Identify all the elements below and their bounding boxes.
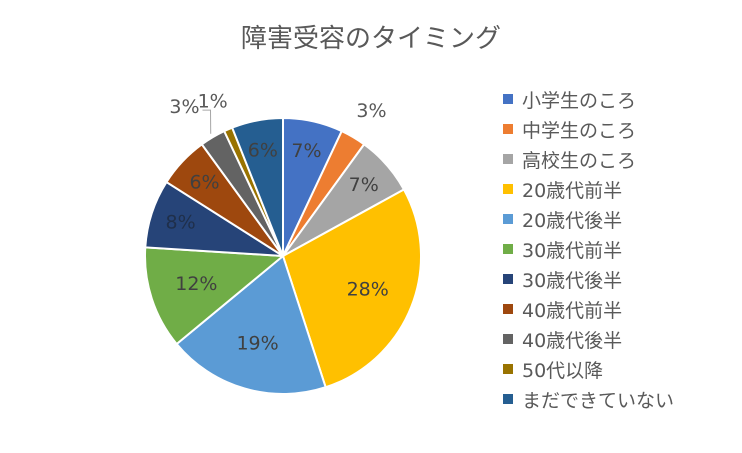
legend-label: 20歳代後半 [522, 209, 623, 232]
legend-swatch [503, 184, 513, 194]
legend: 小学生のころ 中学生のころ 高校生のころ 20歳代前半 20歳代後半 30歳代前半 30歳代… [503, 84, 674, 414]
legend-item: 40歳代前半 [503, 294, 674, 324]
chart-title: 障害受容のタイミング [240, 24, 501, 54]
legend-item: 30歳代後半 [503, 264, 674, 294]
data-label: 12% [175, 273, 217, 295]
legend-label: 40歳代後半 [522, 329, 623, 352]
legend-item: 高校生のころ [503, 144, 674, 174]
leader-line [202, 109, 212, 134]
legend-swatch [503, 124, 513, 134]
pie-slice [175, 254, 327, 395]
legend-item: 30歳代前半 [503, 234, 674, 264]
data-label: 8% [166, 212, 196, 234]
legend-label: 30歳代後半 [522, 269, 623, 292]
pie-slice [230, 116, 284, 257]
data-label: 28% [347, 279, 389, 301]
legend-label: 中学生のころ [522, 119, 637, 142]
data-label: 3% [356, 100, 386, 122]
legend-label: 30歳代前半 [522, 239, 623, 262]
data-label: 7% [291, 140, 321, 162]
legend-label: 40歳代前半 [522, 299, 623, 322]
legend-swatch [503, 394, 513, 404]
legend-label: まだできていない [522, 389, 675, 412]
legend-swatch [503, 274, 513, 284]
legend-item: 20歳代前半 [503, 174, 674, 204]
legend-swatch [503, 334, 513, 344]
legend-item: 50代以降 [503, 354, 674, 384]
data-label: 1% [198, 90, 228, 112]
pie-slice [281, 188, 422, 389]
data-label: 6% [189, 171, 219, 193]
legend-swatch [503, 214, 513, 224]
legend-swatch [503, 244, 513, 254]
data-label: 6% [248, 139, 278, 161]
pie-slice [144, 246, 286, 346]
legend-item: 40歳代後半 [503, 324, 674, 354]
legend-swatch [503, 364, 513, 374]
legend-swatch [503, 154, 513, 164]
legend-item: 中学生のころ [503, 114, 674, 144]
legend-item: 20歳代後半 [503, 204, 674, 234]
legend-item: 小学生のころ [503, 84, 674, 114]
legend-label: 20歳代前半 [522, 179, 623, 202]
data-label: 19% [236, 332, 278, 354]
data-label: 7% [349, 174, 379, 196]
legend-item: まだできていない [503, 384, 674, 414]
legend-swatch [503, 94, 513, 104]
legend-label: 50代以降 [522, 359, 604, 382]
data-label: 3% [169, 96, 199, 118]
legend-swatch [503, 304, 513, 314]
legend-label: 小学生のころ [522, 89, 637, 112]
legend-label: 高校生のころ [522, 149, 637, 172]
